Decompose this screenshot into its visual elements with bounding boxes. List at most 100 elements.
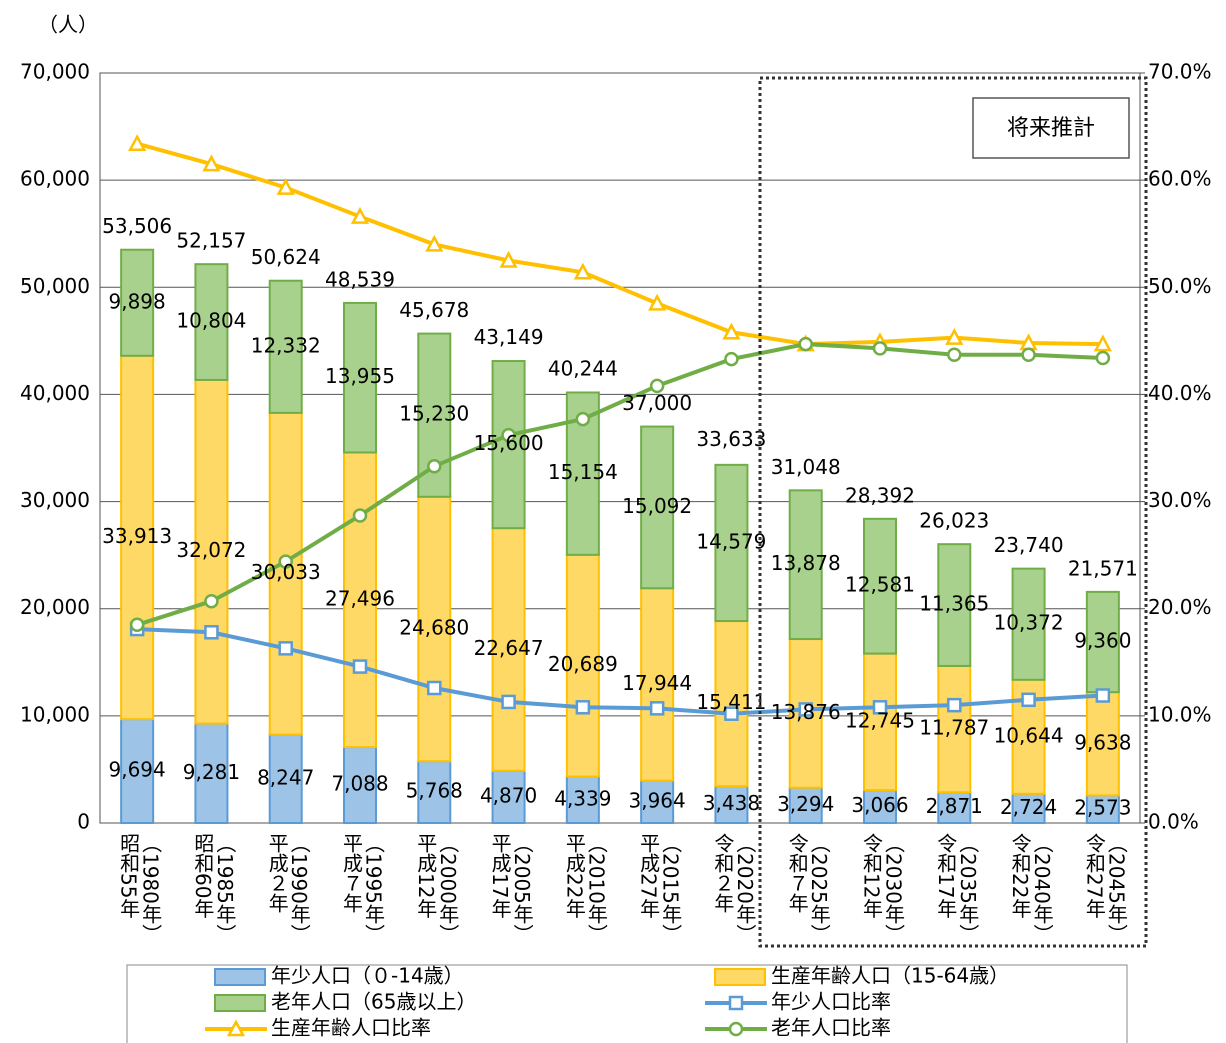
legend-label: 年少人口比率 (771, 990, 891, 1014)
x-tick-label: （2000年） (436, 833, 460, 944)
x-tick-label: （2005年） (510, 833, 534, 944)
y-tick-label: 30,000 (20, 488, 90, 512)
marker (798, 336, 813, 352)
bar-segment (1085, 691, 1120, 797)
total-label: 37,000 (622, 391, 692, 415)
bar-segment (863, 517, 897, 655)
bar-segment (788, 786, 823, 825)
marker (276, 178, 295, 195)
total-label: 33,633 (696, 427, 766, 451)
y-tick-label: 40,000 (20, 381, 90, 405)
data-label: 15,411 (696, 690, 766, 714)
data-label: 27,496 (325, 586, 395, 610)
y-axis-label: （人） (38, 13, 98, 37)
data-label: 4,339 (554, 786, 611, 810)
bar-segment (120, 354, 155, 721)
x-tick-label: （2045年） (1104, 833, 1128, 944)
marker (1093, 334, 1112, 352)
bar-segment (343, 746, 377, 824)
total-label: 48,539 (325, 267, 395, 291)
bar-segment (120, 248, 155, 357)
x-tick-label: 平成22年 (562, 833, 586, 918)
bar-segment (714, 785, 749, 825)
x-tick-label: （2010年） (584, 833, 608, 944)
marker (573, 262, 592, 280)
total-label: 31,048 (771, 455, 841, 479)
data-label: 8,247 (257, 765, 314, 789)
legend-item: 生産年齢人口（15-64歳） (714, 964, 1009, 988)
marker (648, 293, 667, 311)
x-tick-label: 令和22年 (1008, 833, 1032, 919)
x-tick-label: 平成27年 (637, 833, 661, 918)
marker (872, 700, 888, 715)
bar-segment (714, 620, 749, 788)
bar-segment (417, 495, 452, 763)
x-tick-label: 令和17年 (934, 833, 958, 919)
bar-segment (937, 791, 972, 824)
x-tick-label: 令和27年 (1082, 833, 1106, 919)
x-tick-label: 平成12年 (414, 833, 438, 918)
data-label: 11,787 (919, 716, 989, 740)
y2-tick-label: 70.0% (1148, 60, 1212, 84)
y-tick-label: 0 (77, 810, 90, 834)
annotation: 将来推計 (1007, 116, 1095, 141)
x-tick-label: （2020年） (733, 833, 757, 944)
bar-segment (937, 543, 972, 667)
total-label: 21,571 (1068, 556, 1138, 580)
marker (575, 411, 591, 427)
data-label: 10,372 (994, 611, 1064, 635)
bar-segment (268, 733, 303, 824)
bar-segment (268, 411, 303, 736)
bar-segment (788, 489, 823, 641)
marker (649, 701, 665, 716)
data-label: 15,154 (548, 460, 618, 484)
x-tick-label: （1995年） (362, 833, 386, 944)
data-label: 15,600 (474, 431, 544, 455)
legend-item: 年少人口（０-14歳） (214, 964, 464, 988)
bar-segment (268, 279, 303, 414)
bar-segment (194, 378, 229, 725)
data-label: 7,088 (331, 772, 388, 796)
forecast-frame (758, 76, 1148, 948)
marker (945, 328, 964, 345)
data-label: 13,876 (771, 700, 841, 724)
y2-tick-label: 0.0% (1148, 810, 1199, 834)
marker (724, 351, 739, 367)
y2-tick-label: 20.0% (1148, 595, 1212, 619)
bar-segment (1085, 794, 1120, 824)
marker (352, 659, 368, 674)
x-tick-label: 昭和60年 (191, 833, 215, 918)
marker (947, 347, 962, 363)
total-label: 40,244 (548, 356, 618, 380)
x-tick-label: 令和７年 (785, 833, 809, 913)
marker (728, 1021, 744, 1037)
data-label: 10,644 (994, 723, 1064, 747)
data-label: 13,955 (325, 364, 395, 388)
y-tick-label: 60,000 (20, 167, 90, 191)
legend-label: 生産年齢人口比率 (271, 1016, 431, 1040)
bar-segment (1011, 567, 1046, 681)
y-tick-label: 10,000 (20, 702, 90, 726)
marker (501, 694, 516, 710)
legend-item: 年少人口比率 (705, 990, 891, 1014)
legend-item: 老年人口（65歳以上） (214, 990, 476, 1014)
data-label: 11,365 (919, 592, 989, 616)
bar-segment (491, 769, 526, 824)
marker (1095, 688, 1111, 703)
total-label: 43,149 (474, 325, 544, 349)
bar-segment (714, 463, 749, 623)
data-label: 5,768 (406, 779, 463, 803)
data-label: 33,913 (102, 524, 172, 548)
marker (947, 697, 962, 713)
total-label: 50,624 (251, 245, 321, 269)
annotation-box (972, 97, 1130, 159)
marker (1021, 692, 1036, 708)
data-label: 2,724 (1000, 795, 1057, 819)
marker (350, 206, 370, 224)
marker (724, 706, 739, 721)
data-label: 3,438 (703, 791, 760, 815)
marker (129, 617, 145, 633)
y2-tick-label: 40.0% (1148, 381, 1212, 405)
